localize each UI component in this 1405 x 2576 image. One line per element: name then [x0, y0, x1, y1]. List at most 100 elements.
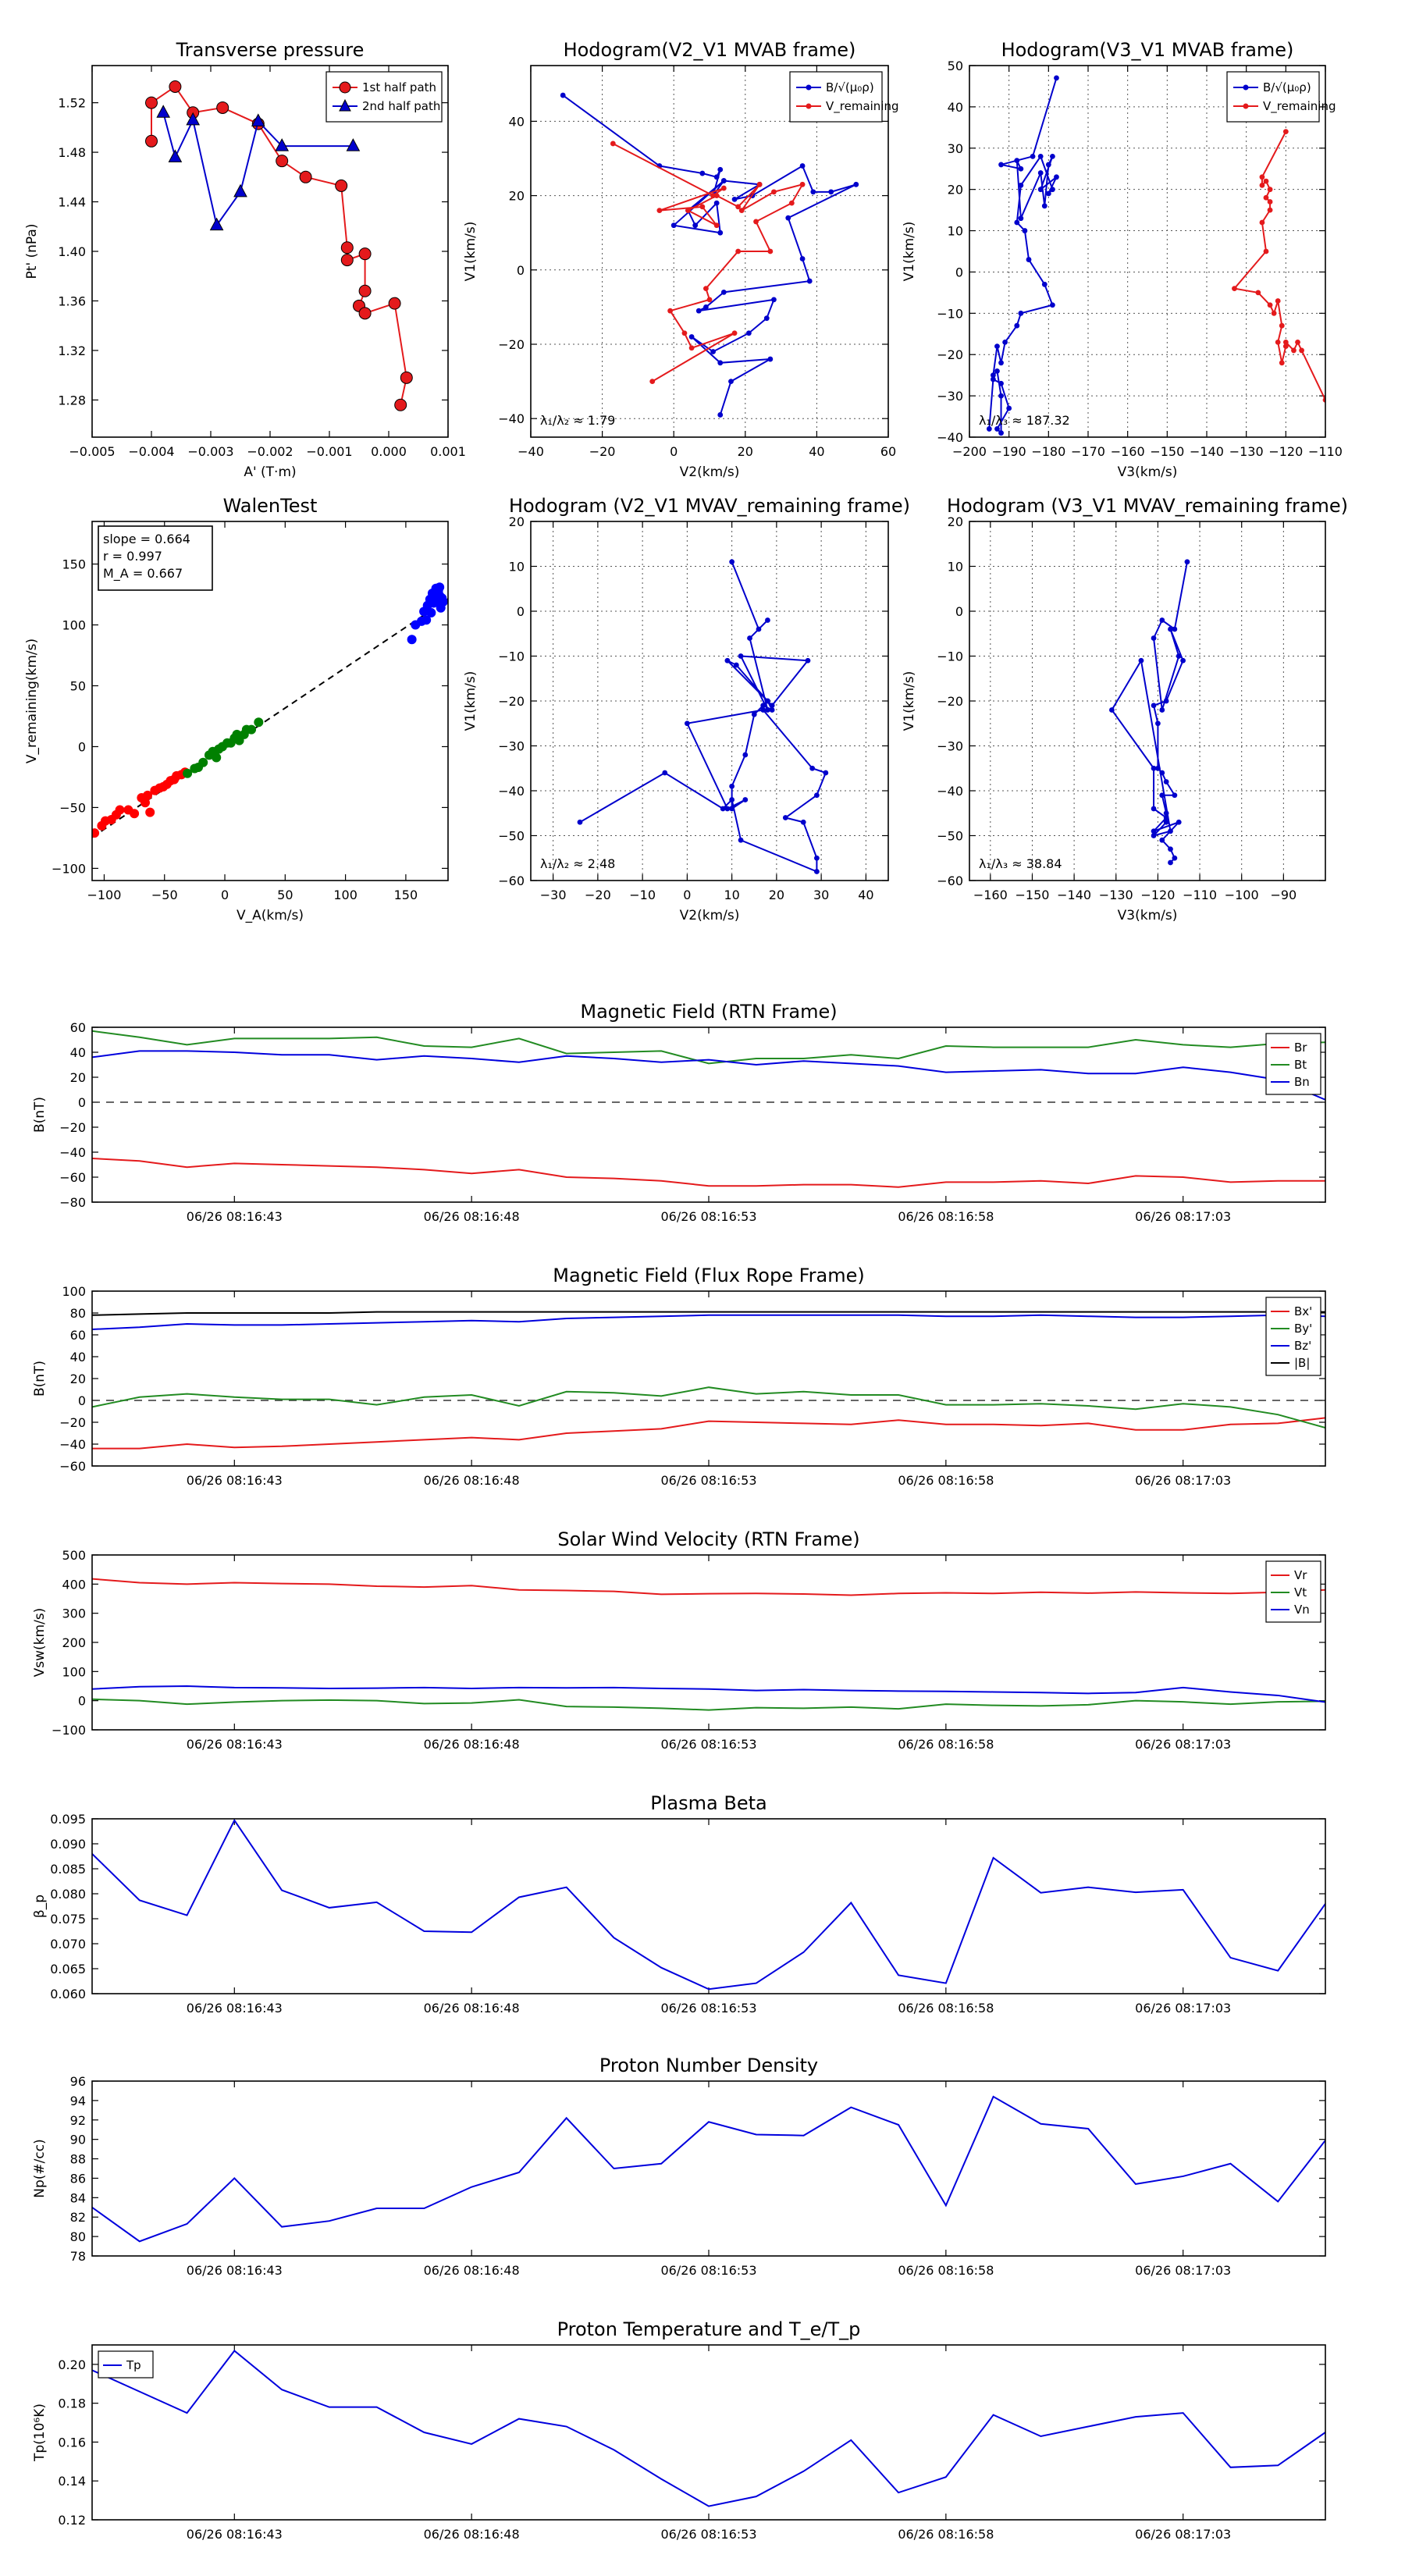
x-tick-label: −150 — [1150, 444, 1184, 459]
marker-dot — [731, 196, 738, 202]
x-tick-label: 40 — [858, 888, 873, 902]
marker-dot — [1184, 559, 1190, 565]
y-tick-label: 20 — [948, 514, 963, 529]
chart-title: Magnetic Field (RTN Frame) — [580, 1001, 837, 1023]
marker-dot — [1151, 765, 1157, 771]
data-layer — [560, 92, 859, 418]
marker-dot — [1163, 810, 1169, 817]
y-tick-label: 20 — [70, 1372, 86, 1386]
x-tick-label: 06/26 08:16:58 — [898, 2001, 994, 2016]
series-line-0 — [988, 77, 1058, 436]
marker-dot — [998, 430, 1004, 436]
y-tick-label: 40 — [70, 1350, 86, 1364]
legend-marker — [806, 103, 812, 109]
marker-dot — [688, 334, 695, 340]
data-layer — [145, 80, 413, 411]
legend-marker — [339, 98, 351, 112]
x-axis-label: V3(km/s) — [1118, 908, 1178, 923]
x-tick-label: 06/26 08:16:53 — [660, 1209, 756, 1224]
plot-frame — [530, 65, 889, 438]
plot-frame — [91, 1818, 1326, 1994]
marker-triangle — [251, 113, 265, 126]
legend-marker — [1243, 84, 1249, 91]
y-tick-label: 500 — [62, 1548, 86, 1563]
marker-dot — [560, 92, 566, 98]
y-tick-label: 92 — [70, 2113, 86, 2128]
marker-circle — [169, 80, 182, 93]
y-tick-label: 20 — [509, 514, 525, 529]
marker-circle — [145, 134, 158, 148]
x-tick-label: −10 — [629, 888, 656, 902]
y-tick-label: 86 — [70, 2171, 86, 2186]
marker-dot — [662, 770, 668, 776]
marker-dot — [1018, 165, 1024, 172]
series-line-Vn — [92, 1685, 1325, 1703]
y-tick-label: 0.095 — [50, 1812, 86, 1827]
marker-dot — [1050, 153, 1055, 159]
marker-dot — [738, 837, 744, 843]
y-axis-label: Tp(10⁶K) — [32, 2403, 48, 2462]
plot-frame — [91, 2080, 1326, 2257]
marker-dot — [717, 229, 724, 236]
x-tick-label: −0.002 — [247, 444, 293, 459]
data-layer — [92, 1311, 1325, 1450]
marker-dot — [1151, 806, 1157, 812]
marker-dot — [1041, 203, 1048, 209]
y-tick-label: −100 — [52, 861, 86, 876]
hodogram_v2v1_mvab-panel: −40 −20 0 20 40 60 −40 −20 0 20 40 Hodogram(V2_V1 M… — [463, 39, 899, 480]
plot-frame — [91, 1290, 1326, 1467]
x-tick-label: −140 — [1057, 888, 1091, 902]
y-tick-label: 0.090 — [50, 1837, 86, 1852]
data-layer — [92, 582, 448, 838]
y-axis-label: Pt' (nPa) — [24, 224, 40, 279]
hodogram_v3v1_mvab-panel: −200 −190 −180 −170 −160 −150 −140 −130 −120 −110… — [902, 39, 1343, 480]
marker-dot — [1014, 219, 1020, 226]
x-tick-label: 40 — [809, 444, 824, 459]
y-tick-label: 0 — [78, 739, 86, 754]
marker-dot — [692, 222, 699, 229]
y-axis-label: V1(km/s) — [463, 671, 478, 731]
marker-triangle — [346, 138, 361, 151]
marker-dot — [728, 379, 734, 384]
y-axis-label: B(nT) — [32, 1097, 48, 1133]
x-tick-label: −20 — [589, 444, 616, 459]
marker-dot — [1263, 178, 1269, 184]
marker-dot — [713, 200, 720, 206]
x-tick-label: 0 — [683, 888, 691, 902]
y-tick-label: 0 — [517, 604, 525, 619]
chart-panels: −0.005 −0.004 −0.003 −0.002 −0.001 0.000 0.001… — [24, 39, 1348, 2542]
legend-marker — [806, 84, 812, 91]
y-tick-label: 0 — [78, 1393, 86, 1408]
ratio-annotation: λ₁/λ₃ ≈ 38.84 — [979, 856, 1062, 871]
marker-circle — [358, 307, 372, 320]
scatter-point-blue — [422, 615, 432, 625]
x-tick-label: 06/26 08:16:58 — [898, 1473, 994, 1488]
marker-circle — [145, 96, 158, 109]
scatter-point-blue — [436, 603, 446, 613]
y-tick-label: −30 — [937, 389, 963, 404]
marker-dot — [681, 330, 688, 336]
marker-dot — [771, 189, 777, 195]
scatter-point-red — [92, 828, 100, 838]
x-axis-label: V2(km/s) — [680, 908, 740, 923]
x-tick-label: 06/26 08:16:58 — [898, 1737, 994, 1752]
marker-dot — [656, 208, 663, 214]
chart-title: Proton Number Density — [599, 2055, 818, 2076]
marker-dot — [1054, 75, 1059, 81]
marker-dot — [717, 412, 724, 418]
marker-dot — [1275, 298, 1281, 304]
x-tick-label: −160 — [973, 888, 1008, 902]
legend-label: Tp — [126, 2358, 141, 2372]
marker-dot — [1163, 779, 1169, 785]
series-line-0 — [151, 85, 407, 405]
y-tick-label: −20 — [498, 337, 525, 352]
series-line-0 — [1111, 561, 1188, 863]
marker-dot — [720, 289, 727, 295]
x-tick-label: 100 — [333, 888, 357, 902]
marker-dot — [799, 256, 806, 262]
marker-dot — [814, 792, 820, 799]
marker-dot — [809, 765, 816, 771]
legend-label: V_remaining — [826, 99, 899, 114]
marker-dot — [1299, 347, 1304, 354]
chart-title: Hodogram(V2_V1 MVAB frame) — [564, 39, 856, 61]
